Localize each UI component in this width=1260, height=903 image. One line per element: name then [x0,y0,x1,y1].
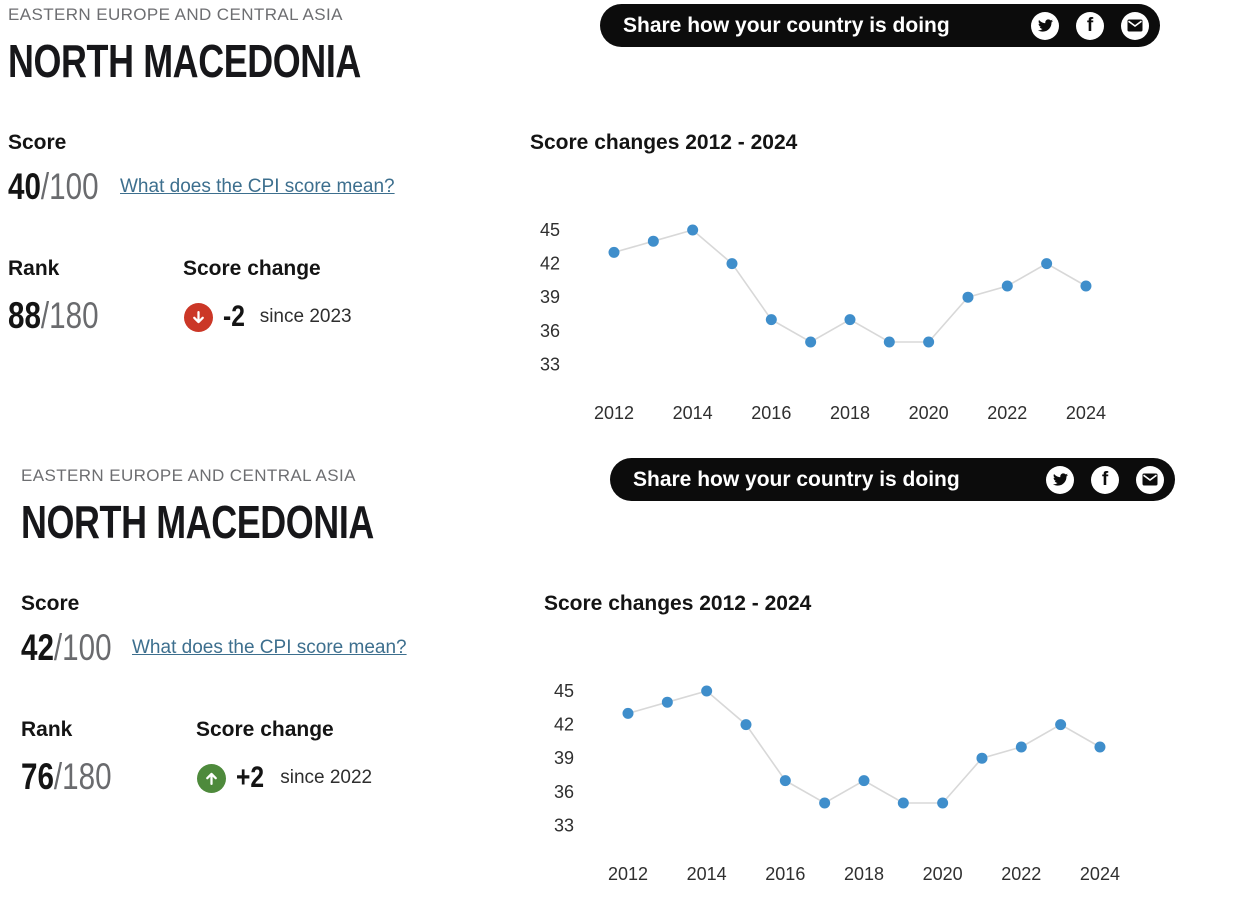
rank-number: 88 [8,295,41,336]
score-number: 42 [21,627,54,668]
data-point-2013 [661,696,673,708]
svg-text:2018: 2018 [844,864,884,884]
twitter-icon[interactable] [1031,11,1059,40]
score-change-label: Score change [183,257,321,280]
data-point-2023 [1041,258,1053,270]
data-point-2022 [1001,280,1013,292]
data-point-2016 [779,775,791,787]
svg-text:2022: 2022 [1001,864,1041,884]
svg-text:42: 42 [540,254,560,274]
svg-text:2020: 2020 [923,864,963,884]
svg-text:2024: 2024 [1066,403,1106,423]
svg-text:39: 39 [540,287,560,307]
data-point-2023 [1055,719,1067,731]
score-number: 40 [8,166,41,207]
svg-text:45: 45 [540,220,560,240]
share-label: Share how your country is doing [623,13,950,37]
data-point-2012 [622,707,634,719]
data-point-2022 [1015,741,1027,753]
rank-label: Rank [8,257,60,280]
svg-text:36: 36 [540,321,560,341]
score-value: 40/100 [8,168,99,205]
svg-text:36: 36 [554,782,574,802]
data-point-2024 [1080,280,1092,292]
rank-value: 76/180 [21,758,112,795]
score-change-value: +2 [236,761,265,794]
share-bar: Share how your country is doing f [600,4,1160,47]
facebook-icon[interactable]: f [1076,11,1104,40]
score-value: 42/100 [21,629,112,666]
score-change-label: Score change [196,718,334,741]
chart-title: Score changes 2012 - 2024 [544,592,812,615]
data-point-2020 [937,797,949,809]
score-line-chart: 45 42 39 36 33 2012 2014 2016 2018 2020 2022 2024 [540,220,1106,423]
svg-text:2016: 2016 [751,403,791,423]
data-point-2021 [976,752,988,764]
rank-value: 88/180 [8,297,99,334]
svg-text:45: 45 [554,681,574,701]
svg-text:42: 42 [554,715,574,735]
email-icon[interactable] [1136,465,1164,494]
score-change-row: +2 since 2022 [197,763,372,793]
data-point-2021 [962,291,974,303]
score-label: Score [8,131,67,154]
svg-text:2012: 2012 [608,864,648,884]
email-icon[interactable] [1121,11,1149,40]
svg-text:2020: 2020 [909,403,949,423]
rank-denominator: /180 [40,295,99,336]
arrow-down-icon [184,302,213,332]
svg-text:2022: 2022 [987,403,1027,423]
share-label: Share how your country is doing [633,467,960,491]
svg-text:2014: 2014 [687,864,727,884]
data-point-2016 [765,314,777,326]
svg-text:2016: 2016 [765,864,805,884]
facebook-icon[interactable]: f [1091,465,1119,494]
svg-text:33: 33 [540,354,560,374]
svg-text:2018: 2018 [830,403,870,423]
region-label: EASTERN EUROPE AND CENTRAL ASIA [21,466,356,485]
data-point-2020 [923,336,935,348]
data-point-2015 [740,719,752,731]
rank-denominator: /180 [53,756,112,797]
data-point-2012 [608,246,620,258]
score-change-value: -2 [223,300,245,333]
data-point-2024 [1094,741,1106,753]
score-change-since: since 2023 [259,306,352,327]
score-line-chart: 45 42 39 36 33 2012 2014 2016 2018 2020 2022 2024 [554,681,1120,884]
svg-text:2014: 2014 [673,403,713,423]
arrow-up-icon [197,763,226,793]
data-point-2018 [858,775,870,787]
data-point-2013 [647,235,659,247]
chart-title: Score changes 2012 - 2024 [530,131,798,154]
svg-text:39: 39 [554,748,574,768]
score-denominator: /100 [40,166,99,207]
country-title: NORTH MACEDONIA [21,496,374,548]
data-point-2015 [726,258,738,270]
score-change-row: -2 since 2023 [184,302,352,332]
country-title: NORTH MACEDONIA [8,35,361,87]
data-point-2014 [687,224,699,236]
svg-text:2012: 2012 [594,403,634,423]
cpi-score-link[interactable]: What does the CPI score mean? [132,637,407,658]
rank-label: Rank [21,718,73,741]
data-point-2019 [897,797,909,809]
data-point-2018 [844,314,856,326]
data-point-2014 [701,685,713,697]
cpi-score-link[interactable]: What does the CPI score mean? [120,176,395,197]
rank-number: 76 [21,756,54,797]
svg-text:33: 33 [554,815,574,835]
data-point-2017 [805,336,817,348]
data-point-2017 [819,797,831,809]
region-label: EASTERN EUROPE AND CENTRAL ASIA [8,5,343,24]
score-change-since: since 2022 [280,767,373,788]
svg-text:2024: 2024 [1080,864,1120,884]
score-label: Score [21,592,80,615]
data-point-2019 [883,336,895,348]
share-bar: Share how your country is doing f [610,458,1175,501]
score-denominator: /100 [53,627,112,668]
twitter-icon[interactable] [1046,465,1074,494]
